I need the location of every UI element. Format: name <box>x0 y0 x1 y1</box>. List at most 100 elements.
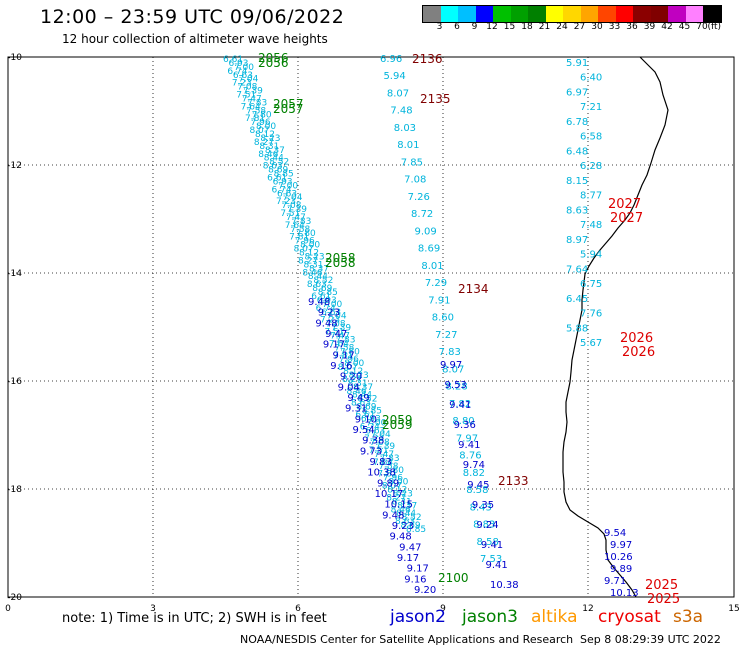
track-value-s3a: 8.43 <box>470 502 492 513</box>
track-value-s3a: 8.63 <box>351 399 371 409</box>
track-value-s3a: 8.97 <box>566 235 588 246</box>
pass-number-jason3: 2056 <box>258 51 289 65</box>
track-value-s3a: 8.63 <box>566 205 588 216</box>
track-value-jason2: 9.31 <box>345 404 367 415</box>
track-value-s3a: 7.96 <box>251 118 271 128</box>
track-value-jason2: 9.23 <box>392 521 414 532</box>
track-value-s3a: 7.64 <box>285 221 305 231</box>
track-value-s3a: 7.82 <box>449 399 471 410</box>
colorbar-label: 24 <box>556 22 568 32</box>
track-value-s3a: 8.07 <box>294 245 314 255</box>
pass-number-saral: 2135 <box>420 92 451 106</box>
colorbar-label: 21 <box>538 22 551 32</box>
track-value-s3a: 6.74 <box>360 422 380 432</box>
track-value-s3a: 6.78 <box>566 117 588 128</box>
track-value-s3a: 7.83 <box>247 98 267 108</box>
colorbar-label: 33 <box>608 22 621 32</box>
x-tick-label: 0 <box>5 604 11 614</box>
track-value-s3a: 7.58 <box>290 225 310 235</box>
track-value-s3a: 8.85 <box>362 407 382 417</box>
track-value-jason2: 10.38 <box>490 580 519 591</box>
track-value-s3a: 8.07 <box>442 364 464 375</box>
colorbar-label: 30 <box>591 22 603 32</box>
track-value-jason2: 10.15 <box>384 500 413 511</box>
track-value-s3a: 8.85 <box>274 170 294 180</box>
track-value-jason2: 9.20 <box>414 585 436 596</box>
track-value-s3a: 6.45 <box>566 294 588 305</box>
track-value-s3a: 7.51 <box>369 446 389 456</box>
track-value-jason2: 9.54 <box>352 425 374 436</box>
pass-number-cryosat: 2026 <box>622 345 655 360</box>
track-value-jason2: 9.48 <box>315 318 337 329</box>
track-value-s3a: 7.80 <box>384 466 404 476</box>
track-value-jason2: 9.17 <box>323 340 345 351</box>
track-value-jason2: 9.20 <box>340 372 362 383</box>
track-value-jason2: 9.83 <box>370 457 392 468</box>
track-value-labels: 6.616.937.006.746.637.047.237.087.397.51… <box>223 51 680 607</box>
track-value-jason2: 9.24 <box>476 520 498 531</box>
track-value-s3a: 8.46 <box>302 268 322 278</box>
y-tick-label: -12 <box>7 161 22 171</box>
track-value-s3a: 6.61 <box>355 410 375 420</box>
y-tick-label: -16 <box>7 377 22 387</box>
pass-number-jason3: 2059 <box>382 413 413 427</box>
track-value-s3a: 7.00 <box>234 63 254 73</box>
track-value-jason2: 9.16 <box>330 361 352 372</box>
track-value-s3a: 8.00 <box>388 478 408 488</box>
pass-number-saral: 2136 <box>412 52 443 66</box>
track-value-s3a: 8.31 <box>303 260 323 270</box>
track-value-s3a: 7.00 <box>322 300 342 310</box>
track-value-s3a: 7.26 <box>408 192 430 203</box>
track-value-s3a: 8.12 <box>255 130 275 140</box>
track-value-s3a: 7.47 <box>330 331 350 341</box>
pass-number-jason3: 2100 <box>438 571 469 585</box>
colorbar-swatch <box>703 6 721 22</box>
x-tick-label: 9 <box>440 604 446 614</box>
pass-number-cryosat: 2027 <box>608 197 641 212</box>
axis-labels: 0 3 6 9 12 15 -10 -12 -14 -16 -18 -20 <box>5 53 740 614</box>
track-value-jason2: 9.41 <box>458 440 480 451</box>
legend-entry-s3a: s3a <box>673 607 704 627</box>
colorbar-swatch <box>475 6 493 22</box>
track-value-s3a: 7.00 <box>366 418 386 428</box>
track-value-s3a: 7.96 <box>339 355 359 365</box>
track-value-jason2: 9.97 <box>440 360 462 371</box>
track-value-s3a: 7.81 <box>289 233 309 243</box>
track-value-s3a: 8.80 <box>452 416 474 427</box>
colorbar-label: 45 <box>678 22 691 32</box>
track-value-s3a: 8.44 <box>396 509 416 519</box>
track-value-s3a: 8.63 <box>307 280 327 290</box>
track-value-s3a: 7.83 <box>380 454 400 464</box>
track-value-s3a: 8.07 <box>338 363 358 373</box>
track-value-jason2: 9.17 <box>397 553 419 564</box>
track-value-s3a: 7.04 <box>371 430 391 440</box>
pass-number-jason3: 2058 <box>325 256 356 270</box>
track-value-s3a: 7.80 <box>296 229 316 239</box>
colorbar-swatch <box>598 6 616 22</box>
track-value-s3a: 7.08 <box>237 83 257 93</box>
grid-lines <box>8 57 734 597</box>
colorbar-label: 27 <box>573 22 586 32</box>
track-value-jason2: 9.35 <box>472 500 494 511</box>
track-value-jason2: 9.73 <box>360 446 382 457</box>
track-value-s3a: 6.93 <box>361 414 381 424</box>
track-value-s3a: 7.48 <box>390 106 412 117</box>
track-value-s3a: 8.52 <box>313 276 333 286</box>
track-value-s3a: 6.61 <box>223 55 243 65</box>
x-tick-label: 6 <box>295 604 301 614</box>
legend-entry-altika: altika <box>531 607 578 627</box>
track-value-s3a: 8.60 <box>432 313 454 324</box>
y-tick-label: -18 <box>7 485 22 495</box>
track-value-s3a: 7.58 <box>378 462 398 472</box>
track-value-jason2: 9.47 <box>399 542 421 553</box>
track-value-s3a: 8.77 <box>580 191 602 202</box>
colorbar-swatch <box>510 6 528 22</box>
track-value-s3a: 7.29 <box>425 278 447 289</box>
colorbar-label: 70 <box>696 22 708 32</box>
map-frame <box>7 56 735 598</box>
track-value-jason2: 9.48 <box>389 532 411 543</box>
track-value-s3a: 8.07 <box>249 126 269 136</box>
track-value-s3a: 8.37 <box>265 146 285 156</box>
track-value-s3a: 7.04 <box>238 75 258 85</box>
pass-number-cryosat: 2025 <box>645 578 678 593</box>
